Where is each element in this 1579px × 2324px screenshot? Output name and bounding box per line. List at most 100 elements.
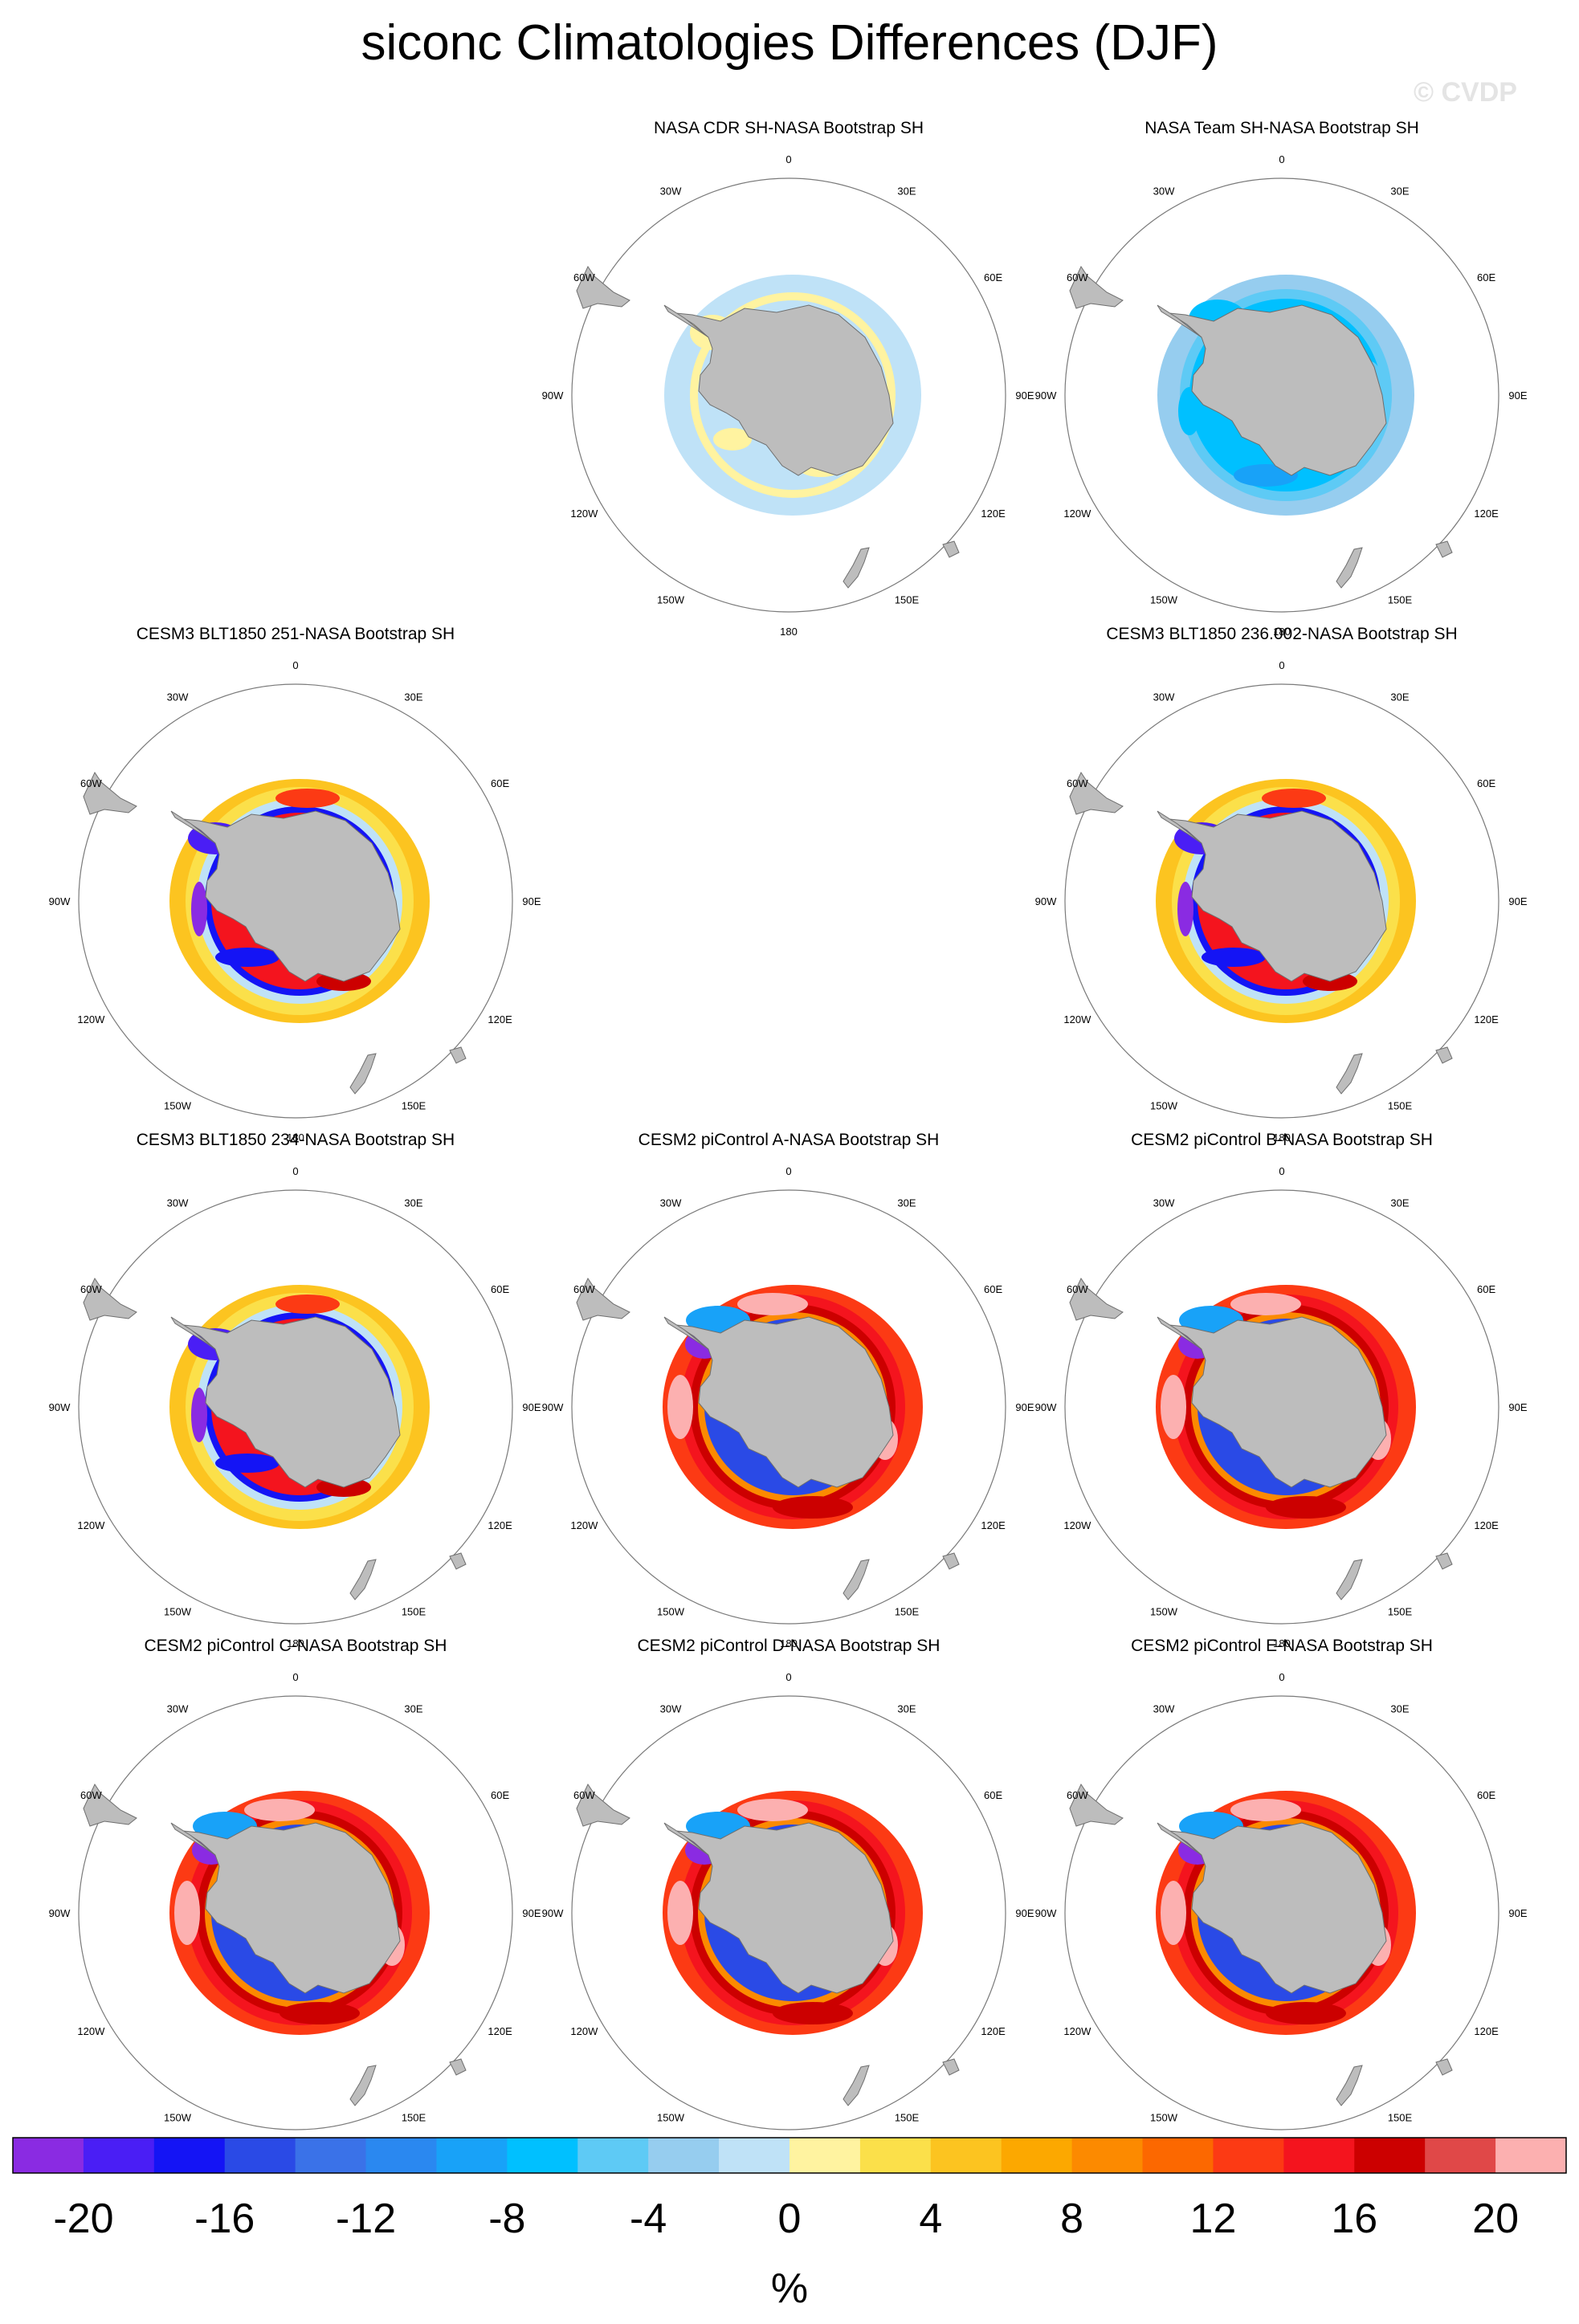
- longitude-label: 180: [780, 1637, 798, 1649]
- longitude-label: 60W: [573, 271, 595, 283]
- panel-title: CESM2 piControl D-NASA Bootstrap SH: [637, 1637, 940, 1655]
- longitude-label: 90E: [1015, 1907, 1034, 1919]
- colorbar-swatch: [1001, 2138, 1073, 2173]
- south-america-landmass: [1069, 265, 1124, 309]
- colorbar-tick-label: 8: [1060, 2196, 1083, 2242]
- ice-diff-region: [191, 882, 207, 936]
- longitude-label: 90W: [1035, 389, 1057, 402]
- longitude-label: 120W: [570, 2025, 598, 2037]
- map-panel: CESM2 piControl D-NASA Bootstrap SH 0 30E 6…: [541, 1637, 1036, 2155]
- map-panel: CESM2 piControl A-NASA Bootstrap SH 0 30E 6…: [541, 1131, 1036, 1649]
- colorbar-swatch: [930, 2138, 1002, 2173]
- longitude-label: 120W: [570, 508, 598, 520]
- longitude-label: 90E: [1015, 389, 1034, 402]
- longitude-label: 180: [287, 1637, 304, 1649]
- ice-diff-region: [191, 1388, 207, 1442]
- new-zealand-landmass: [349, 1053, 377, 1095]
- panel-title: NASA CDR SH-NASA Bootstrap SH: [653, 119, 924, 137]
- longitude-label: 120W: [1063, 2025, 1091, 2037]
- longitude-label: 90W: [1035, 1401, 1057, 1413]
- colorbar-swatch: [859, 2138, 932, 2173]
- colorbar: -20 -16 -12 -8 -4 0 4 8 12 16 20: [12, 2137, 1567, 2242]
- longitude-label: 120E: [488, 1013, 512, 1025]
- tasmania-landmass: [1435, 2058, 1453, 2076]
- ice-diff-region: [215, 1454, 279, 1473]
- south-america-landmass: [1069, 1783, 1124, 1827]
- longitude-label: 180: [287, 1131, 304, 1144]
- longitude-label: 150W: [657, 594, 685, 606]
- longitude-label: 150E: [402, 2112, 426, 2124]
- watermark-text: © CVDP: [1414, 77, 1517, 108]
- ice-diff-region: [1230, 1293, 1301, 1315]
- longitude-label: 90E: [1015, 1401, 1034, 1413]
- map-panel: CESM3 BLT1850 234-NASA Bootstrap SH 0 30E 6…: [48, 1131, 543, 1649]
- longitude-label: 60W: [1067, 777, 1088, 789]
- ice-diff-region: [1266, 1496, 1346, 1519]
- longitude-label: 60E: [491, 777, 509, 789]
- longitude-label: 30E: [1390, 1702, 1409, 1714]
- longitude-label: 60E: [984, 1283, 1002, 1295]
- longitude-label: 30W: [660, 185, 682, 197]
- south-america-landmass: [1069, 1277, 1124, 1321]
- colorbar-tick-label: -20: [53, 2196, 113, 2242]
- ice-diff-region: [1262, 789, 1326, 808]
- map-panel: CESM2 piControl C-NASA Bootstrap SH 0 30E 6…: [48, 1637, 543, 2155]
- colorbar-swatch: [577, 2138, 649, 2173]
- antarctic-peninsula: [663, 1316, 709, 1350]
- longitude-label: 90W: [1035, 1907, 1057, 1919]
- longitude-label: 120W: [77, 2025, 105, 2037]
- ice-diff-region: [737, 1293, 808, 1315]
- tasmania-landmass: [449, 1046, 467, 1064]
- colorbar-tick-label: 0: [778, 2196, 802, 2242]
- longitude-label: 30W: [1153, 691, 1175, 703]
- longitude-label: 90W: [49, 1401, 71, 1413]
- ice-diff-region: [275, 789, 340, 808]
- longitude-label: 90E: [1508, 389, 1527, 402]
- longitude-label: 30E: [1390, 185, 1409, 197]
- colorbar-swatch: [1283, 2138, 1355, 2173]
- longitude-label: 120E: [1474, 1013, 1499, 1025]
- ice-diff-region: [773, 2002, 853, 2024]
- longitude-label: 90W: [49, 895, 71, 907]
- longitude-label: 150E: [1388, 1606, 1413, 1618]
- tasmania-landmass: [449, 1552, 467, 1570]
- longitude-label: 150E: [402, 1606, 426, 1618]
- ice-diff-region: [1161, 1375, 1186, 1439]
- longitude-label: 120E: [981, 2025, 1006, 2037]
- longitude-label: 30E: [404, 1197, 422, 1209]
- ice-diff-region: [1177, 882, 1193, 936]
- longitude-label: 90E: [1508, 895, 1527, 907]
- colorbar-swatch: [1495, 2138, 1567, 2173]
- longitude-label: 30W: [1153, 1702, 1175, 1714]
- map-panel: NASA Team SH-NASA Bootstrap SH 0 30E 60E 90E…: [1034, 119, 1529, 638]
- antarctica-landmass: [1169, 304, 1387, 476]
- tasmania-landmass: [449, 2058, 467, 2076]
- antarctic-peninsula: [170, 1822, 216, 1856]
- longitude-label: 60W: [573, 1283, 595, 1295]
- ice-diff-region: [1266, 2002, 1346, 2024]
- longitude-label: 150E: [1388, 1100, 1413, 1112]
- colorbar-tick-label: -16: [194, 2196, 255, 2242]
- longitude-label: 0: [292, 1671, 298, 1683]
- longitude-label: 60W: [573, 1789, 595, 1801]
- new-zealand-landmass: [843, 2065, 870, 2106]
- longitude-label: 60E: [984, 1789, 1002, 1801]
- new-zealand-landmass: [349, 1559, 377, 1600]
- longitude-label: 120E: [488, 1519, 512, 1531]
- antarctica-landmass: [1169, 1822, 1387, 1994]
- longitude-label: 60W: [1067, 271, 1088, 283]
- longitude-label: 0: [1279, 659, 1284, 671]
- antarctic-peninsula: [170, 810, 216, 844]
- longitude-label: 0: [785, 1165, 791, 1177]
- longitude-label: 0: [1279, 1165, 1284, 1177]
- south-america-landmass: [576, 265, 630, 309]
- colorbar-swatch: [83, 2138, 155, 2173]
- colorbar-swatch: [295, 2138, 367, 2173]
- longitude-label: 30W: [660, 1702, 682, 1714]
- colorbar-swatch: [790, 2138, 861, 2173]
- colorbar-tick-label: -8: [488, 2196, 525, 2242]
- longitude-label: 0: [1279, 153, 1284, 165]
- longitude-label: 120W: [77, 1519, 105, 1531]
